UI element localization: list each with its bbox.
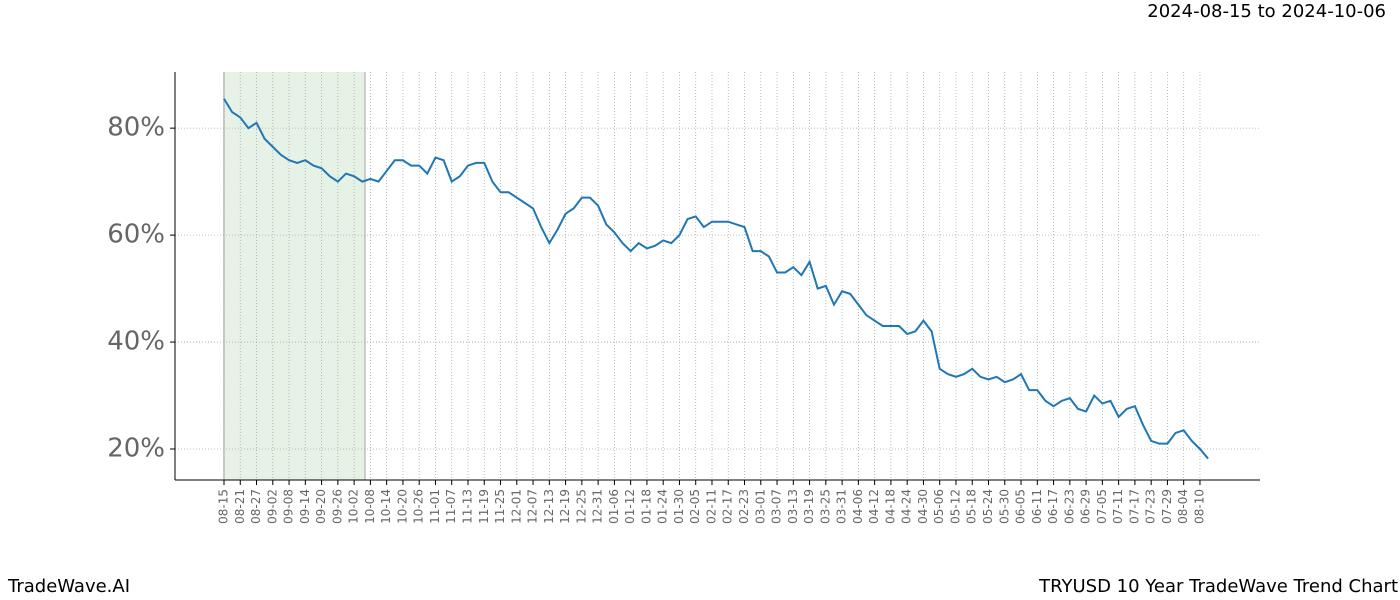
y-tick-label: 80% (107, 113, 165, 143)
chart-title: 2024-08-15 to 2024-10-06 (1147, 1, 1386, 22)
x-tick-label: 03-25 (818, 489, 832, 524)
x-tick-label: 06-11 (1030, 489, 1044, 524)
x-tick-label: 03-13 (786, 489, 800, 524)
data-line (223, 98, 1209, 460)
x-tick-label: 09-20 (314, 489, 328, 524)
x-tick-label: 10-14 (379, 489, 393, 524)
x-tick-label: 09-14 (298, 489, 312, 524)
y-tick-label: 40% (107, 327, 165, 357)
x-tick-label: 10-20 (395, 489, 409, 524)
x-tick-label: 11-13 (460, 489, 474, 524)
x-tick-label: 07-05 (1095, 489, 1109, 524)
x-tick-label: 01-06 (607, 489, 621, 524)
x-tick-label: 12-19 (558, 489, 572, 524)
x-tick-label: 12-07 (526, 489, 540, 524)
x-tick-label: 03-31 (835, 489, 849, 524)
x-tick-label: 04-06 (851, 489, 865, 524)
x-tick-label: 06-05 (1014, 489, 1028, 524)
x-tick-label: 05-30 (997, 489, 1011, 524)
x-tick-label: 12-25 (574, 489, 588, 524)
x-tick-label: 01-12 (623, 489, 637, 524)
footer-left: TradeWave.AI (7, 576, 130, 597)
x-tick-label: 10-02 (347, 489, 361, 524)
x-tick-label: 01-30 (672, 489, 686, 524)
x-tick-label: 08-10 (1192, 489, 1206, 524)
x-tick-label: 08-21 (233, 489, 247, 524)
x-tick-label: 03-19 (802, 489, 816, 524)
x-tick-label: 11-07 (444, 489, 458, 524)
x-tick-label: 11-01 (428, 489, 442, 524)
x-tick-label: 07-11 (1111, 489, 1125, 524)
x-tick-label: 04-24 (900, 489, 914, 524)
x-tick-label: 09-26 (330, 489, 344, 524)
x-tick-label: 06-29 (1079, 489, 1093, 524)
x-tick-label: 05-18 (965, 489, 979, 524)
x-tick-label: 11-19 (477, 489, 491, 524)
x-tick-label: 04-18 (883, 489, 897, 524)
x-tick-label: 07-17 (1127, 489, 1141, 524)
x-tick-label: 01-18 (639, 489, 653, 524)
x-tick-label: 10-26 (412, 489, 426, 524)
x-tick-label: 02-17 (721, 489, 735, 524)
x-tick-label: 09-08 (282, 489, 296, 524)
x-tick-label: 02-05 (688, 489, 702, 524)
x-tick-label: 08-27 (249, 489, 263, 524)
x-tick-label: 05-06 (932, 489, 946, 524)
highlight-band (224, 72, 365, 480)
x-tick-label: 12-13 (542, 489, 556, 524)
x-tick-label: 06-17 (1046, 489, 1060, 524)
x-tick-label: 04-12 (867, 489, 881, 524)
x-tick-label: 12-01 (509, 489, 523, 524)
y-tick-label: 60% (107, 220, 165, 250)
x-tick-label: 08-04 (1176, 489, 1190, 524)
x-tick-label: 05-12 (948, 489, 962, 524)
x-tick-label: 12-31 (591, 489, 605, 524)
x-tick-label: 11-25 (493, 489, 507, 524)
x-tick-label: 04-30 (916, 489, 930, 524)
x-tick-label: 01-24 (656, 489, 670, 524)
x-tick-label: 07-29 (1160, 489, 1174, 524)
x-tick-label: 08-15 (217, 489, 231, 524)
x-tick-label: 05-24 (981, 489, 995, 524)
x-tick-label: 09-02 (265, 489, 279, 524)
y-tick-label: 20% (107, 433, 165, 463)
x-tick-label: 03-07 (770, 489, 784, 524)
footer-right: TRYUSD 10 Year TradeWave Trend Chart (1038, 576, 1398, 597)
x-tick-label: 02-23 (737, 489, 751, 524)
x-tick-label: 03-01 (753, 489, 767, 524)
x-tick-label: 06-23 (1062, 489, 1076, 524)
x-tick-label: 02-11 (704, 489, 718, 524)
x-tick-label: 10-08 (363, 489, 377, 524)
x-tick-label: 07-23 (1144, 489, 1158, 524)
